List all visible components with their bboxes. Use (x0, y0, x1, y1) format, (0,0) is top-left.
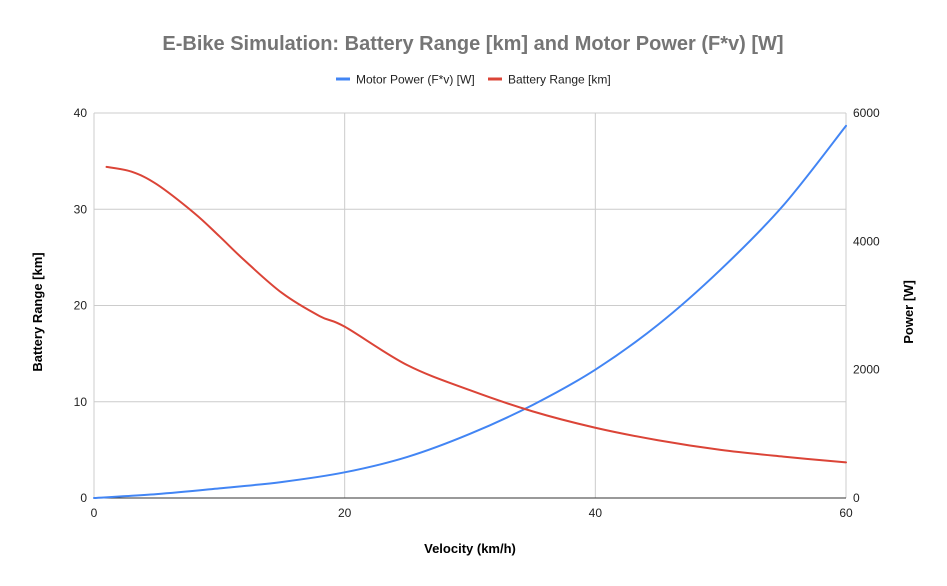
legend-label-battery-range: Battery Range [km] (508, 73, 611, 87)
legend-label-motor-power: Motor Power (F*v) [W] (356, 73, 475, 87)
x-tick-label: 40 (589, 506, 603, 520)
chart-title: E-Bike Simulation: Battery Range [km] an… (162, 33, 783, 55)
y-axis-left-title: Battery Range [km] (30, 252, 45, 371)
y-left-tick-label: 10 (74, 395, 88, 409)
legend: Motor Power (F*v) [W] Battery Range [km] (336, 73, 611, 87)
y-left-tick-label: 40 (74, 106, 88, 120)
x-tick-label: 0 (91, 506, 98, 520)
x-tick-label: 20 (338, 506, 352, 520)
plot-area (93, 124, 847, 499)
series-line-battery-range (105, 165, 847, 464)
y-right-tick-label: 2000 (853, 363, 880, 377)
y-right-tick-label: 6000 (853, 106, 880, 120)
gridlines (93, 112, 847, 499)
y-right-tick-label: 4000 (853, 234, 880, 248)
y-axis-right-title: Power [W] (901, 280, 916, 344)
y-left-tick-label: 20 (74, 299, 88, 313)
y-left-tick-label: 0 (80, 491, 87, 505)
series-line-motor-power (93, 124, 847, 499)
y-right-tick-label: 0 (853, 491, 860, 505)
x-axis-title: Velocity (km/h) (424, 541, 516, 556)
y-left-tick-label: 30 (74, 202, 88, 216)
x-tick-label: 60 (839, 506, 853, 520)
